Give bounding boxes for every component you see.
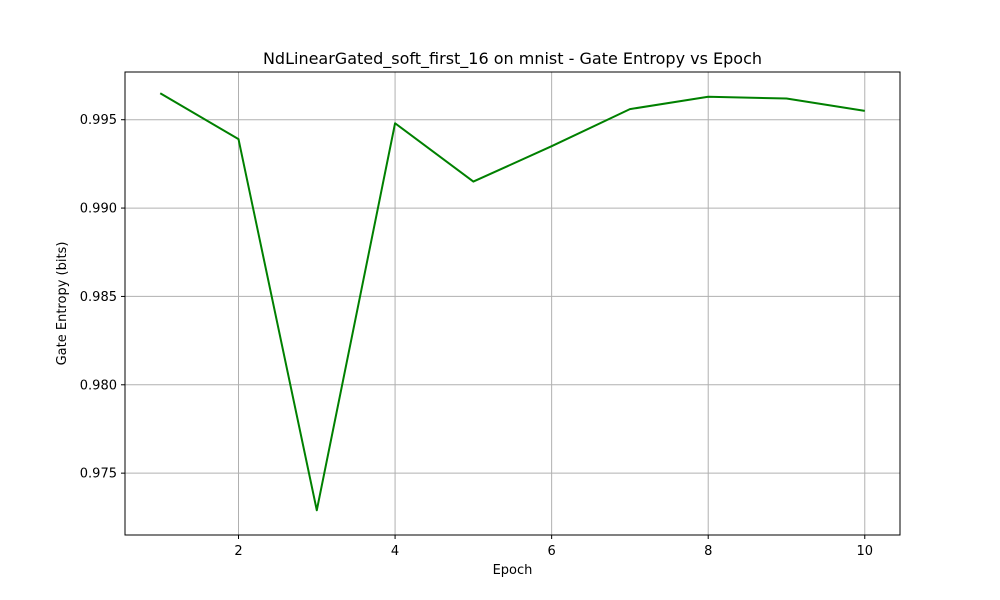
y-tick-label: 0.995 bbox=[80, 113, 117, 128]
y-tick-label: 0.990 bbox=[80, 202, 117, 217]
x-tick-label: 6 bbox=[548, 544, 556, 559]
y-axis-ticks: 0.975 0.980 0.985 0.990 0.995 bbox=[80, 113, 125, 482]
x-tick-label: 2 bbox=[234, 544, 242, 559]
series-line bbox=[159, 92, 865, 512]
series-layer bbox=[159, 92, 865, 512]
x-tick-label: 4 bbox=[391, 544, 399, 559]
chart-title: NdLinearGated_soft_first_16 on mnist - G… bbox=[263, 49, 762, 69]
x-axis-label: Epoch bbox=[493, 563, 533, 578]
x-axis-ticks: 2 4 6 8 10 bbox=[234, 535, 873, 559]
y-tick-label: 0.985 bbox=[80, 290, 117, 305]
y-axis-label: Gate Entropy (bits) bbox=[55, 242, 70, 366]
grid bbox=[125, 72, 900, 535]
y-tick-label: 0.980 bbox=[80, 378, 117, 393]
x-tick-label: 8 bbox=[704, 544, 712, 559]
x-tick-label: 10 bbox=[856, 544, 873, 559]
y-tick-label: 0.975 bbox=[80, 467, 117, 482]
plot-frame bbox=[124, 71, 901, 536]
